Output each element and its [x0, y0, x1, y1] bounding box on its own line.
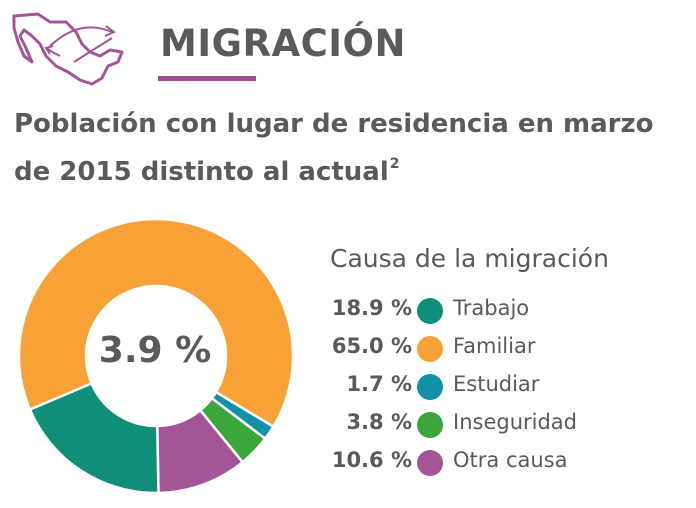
title-underline	[158, 76, 256, 81]
legend-value: 1.7 %	[346, 372, 412, 396]
legend-label: Familiar	[453, 334, 536, 358]
legend-item-trabajo: 18.9 % Trabajo	[300, 292, 680, 330]
mexico-map-icon	[12, 12, 124, 86]
legend-swatch	[417, 412, 443, 438]
legend-label: Inseguridad	[453, 410, 578, 434]
legend: 18.9 % Trabajo 65.0 % Familiar 1.7 % Est…	[300, 292, 680, 482]
legend-item-familiar: 65.0 % Familiar	[300, 330, 680, 368]
legend-item-inseguridad: 3.8 % Inseguridad	[300, 406, 680, 444]
page-title: MIGRACIÓN	[160, 22, 406, 65]
legend-swatch	[417, 298, 443, 324]
legend-label: Trabajo	[453, 296, 530, 320]
legend-swatch	[417, 374, 443, 400]
legend-value: 3.8 %	[346, 410, 412, 434]
chart-title-text: Población con lugar de residencia en mar…	[14, 109, 654, 187]
legend-value: 65.0 %	[331, 334, 412, 358]
donut-slice-familiar	[17, 217, 295, 429]
legend-item-otra-causa: 10.6 % Otra causa	[300, 444, 680, 482]
chart-title-footnote: 2	[389, 156, 400, 172]
legend-item-estudiar: 1.7 % Estudiar	[300, 368, 680, 406]
center-label: 3.9 %	[98, 330, 212, 371]
legend-value: 18.9 %	[331, 296, 412, 320]
donut-slice-trabajo	[28, 381, 160, 495]
chart-title: Población con lugar de residencia en mar…	[14, 104, 694, 192]
donut-chart	[17, 217, 295, 495]
legend-swatch	[417, 450, 443, 476]
legend-value: 10.6 %	[331, 448, 412, 472]
legend-swatch	[417, 336, 443, 362]
legend-label: Estudiar	[453, 372, 540, 396]
legend-label: Otra causa	[453, 448, 568, 472]
legend-title: Causa de la migración	[330, 244, 609, 273]
